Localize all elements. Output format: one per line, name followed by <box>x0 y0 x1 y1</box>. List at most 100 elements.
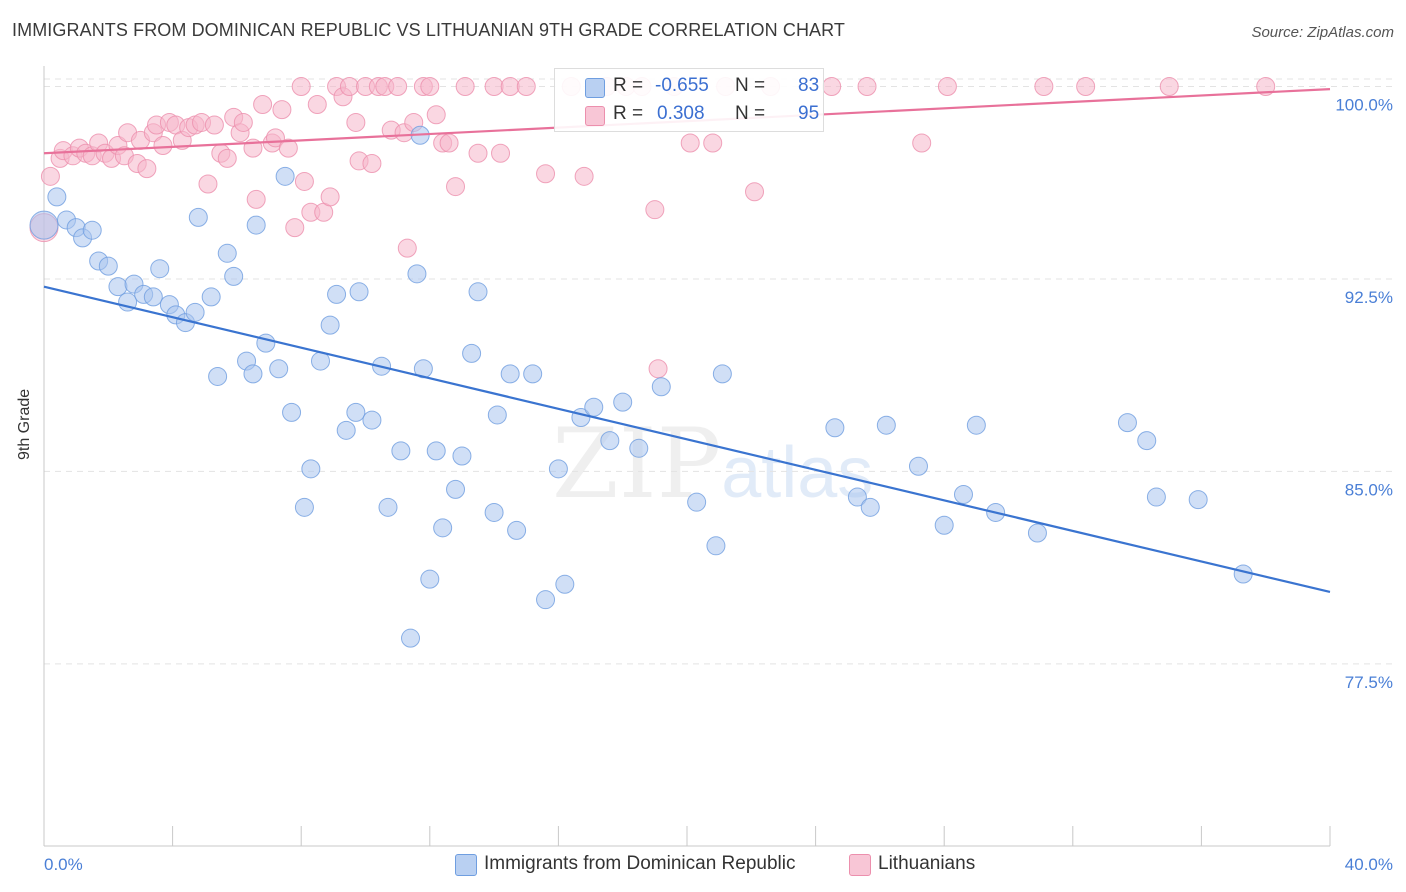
data-point-dominican <box>47 187 67 207</box>
data-point-dominican <box>629 438 649 458</box>
data-point-dominican <box>1188 490 1208 510</box>
data-point-dominican <box>98 256 118 276</box>
axes <box>43 66 1331 847</box>
data-point-dominican <box>327 284 347 304</box>
data-point-lithuanian <box>516 77 536 97</box>
data-point-lithuanian <box>426 105 446 125</box>
data-point-lithuanian <box>822 77 842 97</box>
data-point-dominican <box>246 215 266 235</box>
data-point-dominican <box>548 459 568 479</box>
data-point-dominican <box>294 497 314 517</box>
x-tick-label: 0.0% <box>44 855 83 874</box>
data-point-dominican <box>378 497 398 517</box>
data-point-dominican <box>1146 487 1166 507</box>
data-point-dominican <box>860 497 880 517</box>
data-point-dominican <box>1233 564 1253 584</box>
y-tick-label: 100.0% <box>1335 96 1393 115</box>
data-point-lithuanian <box>648 359 668 379</box>
tick-labels: 77.5% 85.0% 92.5% 100.0% 0.0% 40.0% <box>44 96 1393 874</box>
data-point-dominican <box>584 397 604 417</box>
data-point-dominican <box>507 520 527 540</box>
data-point-lithuanian <box>703 133 723 153</box>
data-point-lithuanian <box>439 133 459 153</box>
data-point-lithuanian <box>574 166 594 186</box>
watermark-atlas: atlas <box>721 433 874 513</box>
y-axis-label: 9th Grade <box>16 388 33 460</box>
data-point-dominican <box>613 392 633 412</box>
data-point-dominican <box>953 484 973 504</box>
data-point-dominican <box>426 441 446 461</box>
legend-r-label: R = <box>613 103 644 124</box>
data-point-lithuanian <box>468 143 488 163</box>
data-point-dominican <box>243 364 263 384</box>
data-point-dominican <box>143 287 163 307</box>
trend-line-dominican <box>43 285 1331 594</box>
data-point-lithuanian <box>491 143 511 163</box>
data-point-dominican <box>336 420 356 440</box>
data-point-dominican <box>452 446 472 466</box>
x-tick-label: 40.0% <box>1345 855 1393 874</box>
data-point-lithuanian <box>500 77 520 97</box>
data-point-dominican <box>1117 413 1137 433</box>
y-tick-label: 85.0% <box>1345 480 1393 499</box>
data-point-lithuanian <box>307 94 327 114</box>
data-point-lithuanian <box>153 136 173 156</box>
data-point-lithuanian <box>137 159 157 179</box>
data-point-dominican <box>208 366 228 386</box>
data-point-lithuanian <box>397 238 417 258</box>
data-point-dominican <box>462 343 482 363</box>
data-point-dominican <box>1027 523 1047 543</box>
data-point-lithuanian <box>420 77 440 97</box>
data-point-dominican <box>1137 431 1157 451</box>
data-point-lithuanian <box>339 77 359 97</box>
data-point-lithuanian <box>291 77 311 97</box>
data-point-dominican <box>108 277 128 297</box>
trend-lines <box>43 87 1331 594</box>
legend-n-value-blue: 83 <box>798 75 820 96</box>
data-point-dominican <box>320 315 340 335</box>
data-point-dominican <box>201 287 221 307</box>
data-point-dominican <box>555 574 575 594</box>
data-point-lithuanian <box>198 174 218 194</box>
data-point-lithuanian <box>272 100 292 120</box>
data-point-dominican <box>282 402 302 422</box>
data-point-lithuanian <box>455 77 475 97</box>
bottom-legend-label-blue: Immigrants from Dominican Republic <box>484 853 796 874</box>
data-point-lithuanian <box>40 166 60 186</box>
legend-n-value-pink: 95 <box>798 103 820 124</box>
data-point-dominican <box>301 459 321 479</box>
legend-r-value-blue: -0.655 <box>655 75 709 96</box>
series-dominican-republic <box>29 125 1253 648</box>
data-point-dominican <box>825 418 845 438</box>
chart-title: IMMIGRANTS FROM DOMINICAN REPUBLIC VS LI… <box>12 20 846 40</box>
data-point-lithuanian <box>645 200 665 220</box>
legend-swatch-blue <box>585 78 605 98</box>
data-point-dominican <box>275 166 295 186</box>
data-point-lithuanian <box>253 94 273 114</box>
data-point-lithuanian <box>217 148 237 168</box>
data-point-lithuanian <box>204 115 224 135</box>
data-point-dominican <box>346 402 366 422</box>
legend-n-label: N = <box>735 103 766 124</box>
data-point-lithuanian <box>1034 77 1054 97</box>
data-point-lithuanian <box>362 154 382 173</box>
data-point-lithuanian <box>1159 77 1179 97</box>
data-point-lithuanian <box>346 112 366 132</box>
data-point-lithuanian <box>536 164 556 184</box>
data-point-dominican <box>269 359 289 379</box>
data-point-dominican <box>433 518 453 538</box>
data-point-dominican <box>908 456 928 476</box>
data-point-dominican <box>536 590 556 610</box>
data-point-dominican <box>523 364 543 384</box>
data-point-dominican <box>185 302 205 322</box>
data-point-dominican <box>487 405 507 425</box>
data-point-lithuanian <box>912 133 932 153</box>
data-point-lithuanian <box>320 187 340 207</box>
data-point-dominican <box>484 502 504 522</box>
data-point-dominican <box>420 569 440 589</box>
data-point-dominican <box>651 377 671 397</box>
data-point-dominican <box>362 410 382 430</box>
data-point-lithuanian <box>745 182 765 202</box>
data-point-dominican <box>876 415 896 435</box>
data-point-dominican <box>706 536 726 556</box>
